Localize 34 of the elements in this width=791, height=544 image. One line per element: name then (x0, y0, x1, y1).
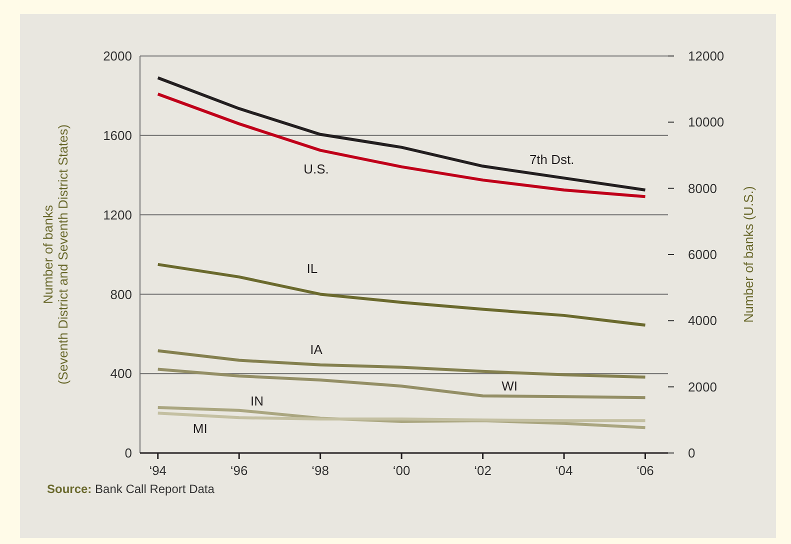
line-series (156, 412, 647, 422)
series-label: MI (192, 421, 208, 436)
series-label: IN (250, 394, 264, 409)
y-tick-label: 1600 (103, 128, 132, 143)
x-tick-label: ‘94 (149, 463, 167, 478)
y-tick-label: 1200 (103, 207, 132, 222)
y2-tick-label: 0 (688, 446, 696, 461)
line-series (156, 262, 647, 327)
y2-axis-title: Number of banks (U.S.) (741, 186, 756, 323)
y-axis-title: Number of banks (Seventh District and Seventh District States) (40, 124, 70, 385)
line-series (156, 76, 647, 192)
source-note: Source: Bank Call Report Data (47, 482, 215, 496)
y-tick-label: 0 (124, 446, 132, 461)
y2-tick-label: 8000 (688, 180, 717, 196)
line-series (156, 92, 647, 198)
y-tick-label: 2000 (103, 48, 132, 64)
series-label: 7th Dst. (529, 152, 574, 167)
y-tick-label: 400 (110, 366, 132, 382)
x-tick-label: ‘98 (312, 463, 330, 478)
y2-tick-label: 6000 (688, 247, 717, 262)
y2-tick-label: 4000 (688, 313, 717, 328)
x-tick-label: ‘02 (474, 463, 492, 478)
x-tick-label: ‘00 (392, 463, 410, 478)
x-tick-label: ‘06 (636, 463, 654, 478)
series-label: IA (310, 342, 323, 358)
y2-tick-label: 2000 (688, 379, 717, 394)
series-label: IL (306, 261, 318, 276)
x-tick-label: ‘96 (230, 463, 248, 478)
y-tick-label: 800 (110, 286, 132, 302)
series-label: WI (502, 378, 518, 394)
x-tick-label: ‘04 (555, 463, 573, 478)
y2-tick-label: 10000 (688, 114, 724, 130)
series-label: U.S. (304, 162, 329, 177)
y2-tick-label: 12000 (688, 48, 724, 64)
